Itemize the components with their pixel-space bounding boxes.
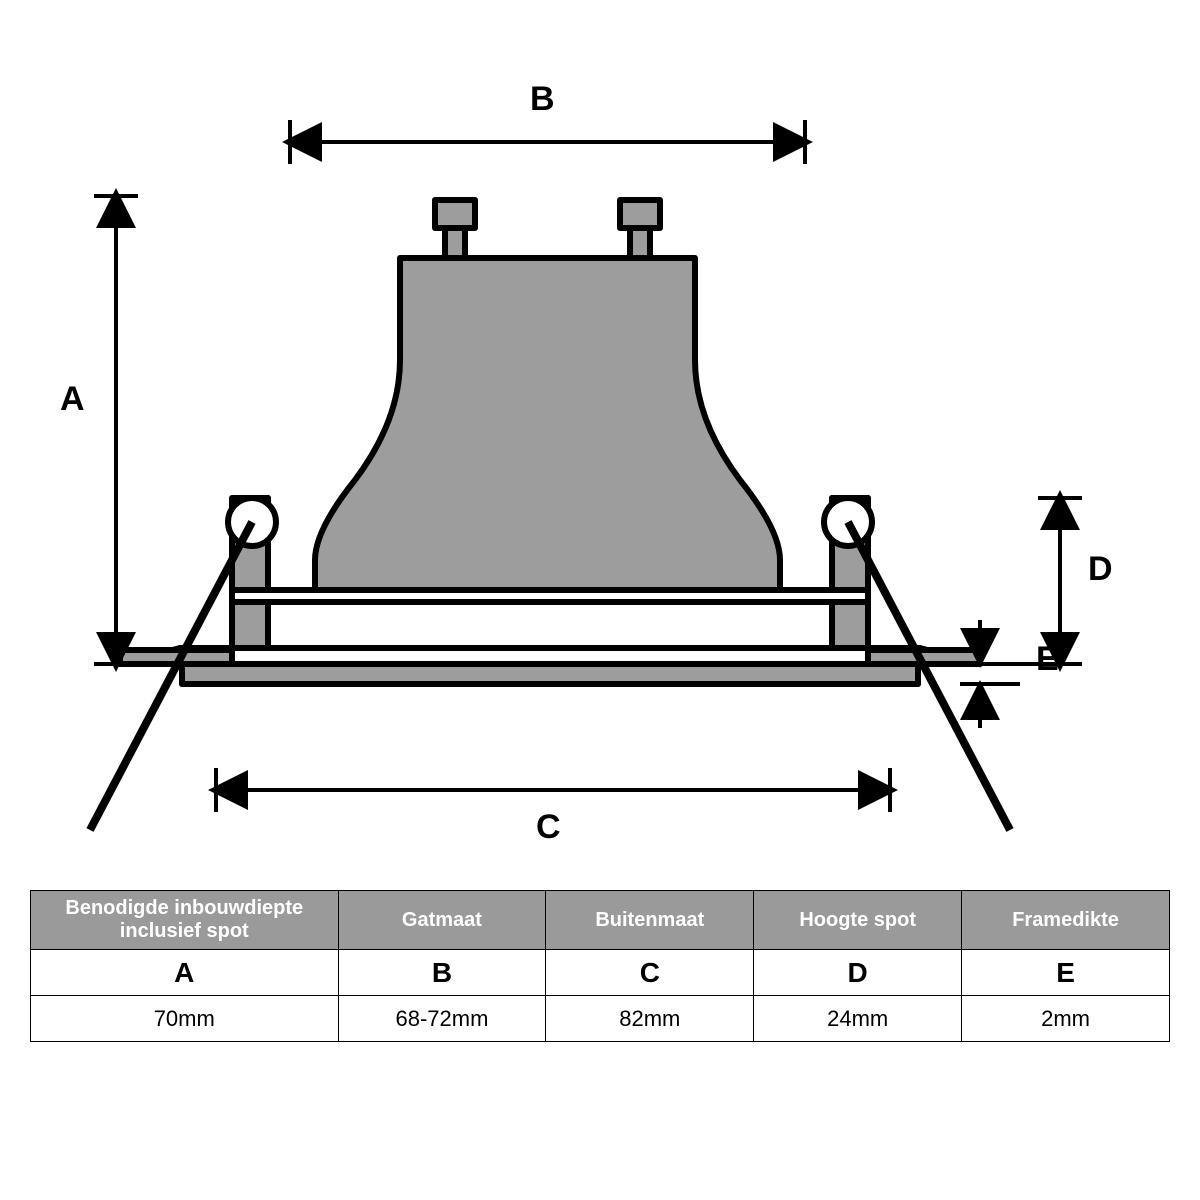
table-letter-row: A B C D E — [31, 950, 1170, 996]
col-value: 82mm — [546, 996, 754, 1042]
diagram-svg — [0, 0, 1200, 880]
col-letter: C — [546, 950, 754, 996]
col-value: 2mm — [962, 996, 1170, 1042]
col-value: 24mm — [754, 996, 962, 1042]
dim-label-a: A — [60, 380, 85, 419]
col-letter: A — [31, 950, 339, 996]
dim-label-b: B — [530, 80, 555, 119]
col-value: 68-72mm — [338, 996, 546, 1042]
col-header: Hoogte spot — [754, 891, 962, 950]
col-header: Buitenmaat — [546, 891, 754, 950]
col-header: Framedikte — [962, 891, 1170, 950]
bulb-shape — [315, 200, 780, 590]
dimensions-table: Benodigde inbouwdiepte inclusief spot Ga… — [30, 890, 1170, 1042]
table-header-row: Benodigde inbouwdiepte inclusief spot Ga… — [31, 891, 1170, 950]
table-value-row: 70mm 68-72mm 82mm 24mm 2mm — [31, 996, 1170, 1042]
col-letter: D — [754, 950, 962, 996]
col-header: Benodigde inbouwdiepte inclusief spot — [31, 891, 339, 950]
col-header: Gatmaat — [338, 891, 546, 950]
dim-label-d: D — [1088, 550, 1113, 589]
col-value: 70mm — [31, 996, 339, 1042]
col-letter: E — [962, 950, 1170, 996]
dim-label-e: E — [1036, 640, 1059, 679]
technical-diagram: A B C D E — [0, 0, 1200, 880]
dim-label-c: C — [536, 808, 561, 847]
col-letter: B — [338, 950, 546, 996]
